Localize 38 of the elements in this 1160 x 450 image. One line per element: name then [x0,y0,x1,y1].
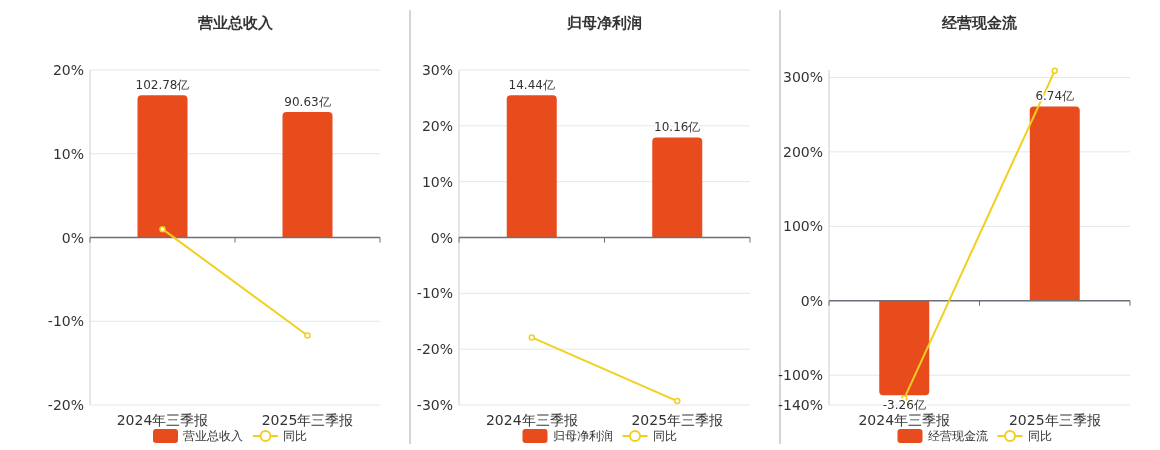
y-tick-label: 300% [782,69,823,86]
y-tick-label: 10% [421,173,453,190]
data-label: 102.78亿 [135,78,190,93]
legend-label: 归母净利润 [552,429,613,443]
chart-title: 归母净利润 [566,14,642,32]
x-tick-label: 2025年三季报 [1008,412,1101,428]
data-label: 10.16亿 [654,120,701,135]
y-tick-label: 0% [61,229,84,246]
y-tick-label: 200% [782,143,823,160]
legend-label: 经营现金流 [927,429,988,443]
y-tick-label: -30% [416,397,453,413]
y-tick-label: -10% [416,285,453,302]
legend-label: 同比 [283,429,307,443]
y-tick-label: 10% [52,145,84,162]
data-label: 14.44亿 [508,78,555,93]
chart-title: 经营现金流 [941,14,1018,32]
x-tick-label: 2024年三季报 [485,412,578,428]
x-tick-label: 2024年三季报 [116,412,209,428]
y-tick-label: 0% [430,229,453,246]
x-tick-label: 2025年三季报 [261,412,354,428]
y-tick-label: -100% [777,367,823,384]
legend-label: 同比 [652,429,677,443]
y-tick-label: 20% [52,62,84,78]
data-label: -3.26亿 [882,398,926,413]
y-tick-label: -140% [777,397,823,413]
y-tick-label: -20% [416,341,453,358]
y-tick-label: 100% [782,218,823,235]
y-tick-label: -10% [47,313,84,330]
data-label: 90.63亿 [284,95,331,110]
x-tick-label: 2025年三季报 [631,412,724,428]
y-tick-label: 30% [421,62,453,78]
x-tick-label: 2024年三季报 [858,412,951,428]
chart-title: 营业总收入 [196,14,274,32]
y-tick-label: -20% [47,397,84,413]
legend-label: 营业总收入 [183,429,243,443]
y-tick-label: 20% [421,117,453,134]
y-tick-label: 0% [800,292,823,309]
legend-label: 同比 [1027,429,1052,443]
